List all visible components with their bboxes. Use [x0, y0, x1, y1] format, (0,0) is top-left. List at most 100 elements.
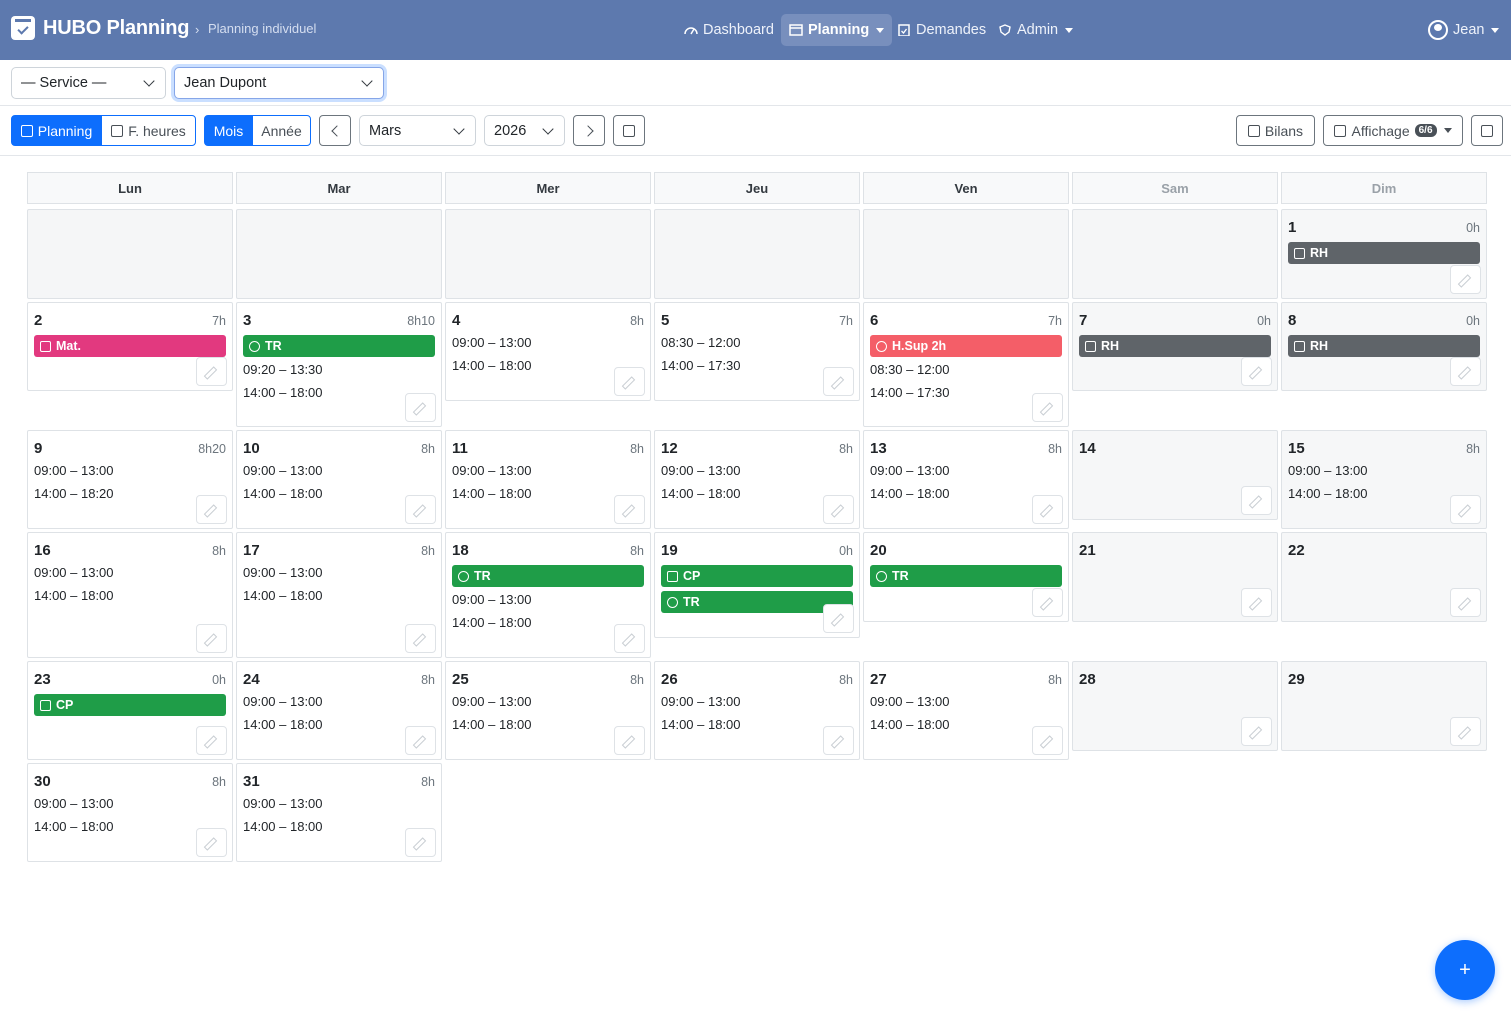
pencil-icon[interactable] [823, 604, 854, 633]
pencil-icon[interactable] [1450, 495, 1481, 524]
calendar-icon [1294, 340, 1305, 352]
pencil-icon[interactable] [1450, 717, 1481, 746]
day-cell[interactable]: 1 0h RH [1281, 209, 1487, 299]
day-cell[interactable]: 5 7h 08:30 – 12:00 14:00 – 17:30 [654, 302, 860, 401]
nav-dashboard[interactable]: Dashboard [676, 14, 782, 46]
pencil-icon[interactable] [196, 828, 227, 857]
day-cell[interactable]: 28 [1072, 661, 1278, 751]
pencil-icon[interactable] [614, 726, 645, 755]
pencil-icon[interactable] [196, 726, 227, 755]
day-cell[interactable]: 31 8h 09:00 – 13:00 14:00 – 18:00 [236, 763, 442, 862]
pencil-icon[interactable] [614, 367, 645, 396]
day-cell[interactable]: 24 8h 09:00 – 13:00 14:00 – 18:00 [236, 661, 442, 760]
pencil-icon[interactable] [405, 726, 436, 755]
day-cell[interactable]: 10 8h 09:00 – 13:00 14:00 – 18:00 [236, 430, 442, 529]
day-cell[interactable]: 7 0h RH [1072, 302, 1278, 391]
pencil-icon[interactable] [1241, 357, 1272, 386]
pencil-icon[interactable] [196, 357, 227, 386]
service-select[interactable]: — Service — [11, 67, 166, 99]
day-cell[interactable]: 29 [1281, 661, 1487, 751]
pencil-icon[interactable] [405, 624, 436, 653]
today-button[interactable] [613, 115, 645, 146]
user-menu[interactable]: Jean [1420, 14, 1507, 46]
calendar-icon [789, 24, 803, 36]
pencil-icon[interactable] [1032, 495, 1063, 524]
view-planning-button[interactable]: Planning [11, 115, 102, 146]
pencil-icon[interactable] [1450, 588, 1481, 617]
employee-select[interactable]: Jean Dupont [174, 67, 384, 99]
pencil-icon[interactable] [196, 624, 227, 653]
day-cell[interactable]: 19 0h CP TR [654, 532, 860, 638]
day-cell[interactable]: 15 8h 09:00 – 13:00 14:00 – 18:00 [1281, 430, 1487, 529]
mode-year-button[interactable]: Année [252, 115, 311, 146]
legend-button[interactable] [1471, 115, 1503, 146]
mode-month-button[interactable]: Mois [204, 115, 253, 146]
pencil-icon[interactable] [1032, 588, 1063, 617]
pencil-icon[interactable] [1032, 726, 1063, 755]
nav-admin[interactable]: Admin [990, 14, 1081, 46]
brand[interactable]: HUBO Planning [11, 16, 189, 40]
pencil-icon[interactable] [1450, 265, 1481, 294]
day-cell[interactable]: 26 8h 09:00 – 13:00 14:00 – 18:00 [654, 661, 860, 760]
event-badge[interactable]: H.Sup 2h [870, 335, 1062, 357]
day-cell[interactable]: 6 7h H.Sup 2h 08:30 – 12:00 14:00 – 17:30 [863, 302, 1069, 427]
pencil-icon[interactable] [405, 393, 436, 422]
pencil-icon[interactable] [823, 495, 854, 524]
day-cell[interactable]: 21 [1072, 532, 1278, 622]
pencil-icon[interactable] [1241, 588, 1272, 617]
day-cell[interactable]: 13 8h 09:00 – 13:00 14:00 – 18:00 [863, 430, 1069, 529]
add-button[interactable]: + [1435, 940, 1495, 1000]
event-badge[interactable]: CP [34, 694, 226, 716]
day-cell[interactable]: 8 0h RH [1281, 302, 1487, 391]
day-cell[interactable]: 25 8h 09:00 – 13:00 14:00 – 18:00 [445, 661, 651, 760]
day-cell[interactable]: 17 8h 09:00 – 13:00 14:00 – 18:00 [236, 532, 442, 658]
day-cell[interactable]: 2 7h Mat. [27, 302, 233, 391]
pencil-icon[interactable] [614, 624, 645, 653]
day-number: 29 [1288, 671, 1305, 688]
event-badge[interactable]: TR [452, 565, 644, 587]
day-cell[interactable]: 23 0h CP [27, 661, 233, 760]
event-badge[interactable]: TR [870, 565, 1062, 587]
pencil-icon[interactable] [196, 495, 227, 524]
event-badge[interactable]: TR [661, 591, 853, 613]
pencil-icon[interactable] [405, 495, 436, 524]
day-cell[interactable]: 30 8h 09:00 – 13:00 14:00 – 18:00 [27, 763, 233, 862]
view-hours-button[interactable]: F. heures [101, 115, 196, 146]
day-cell[interactable]: 16 8h 09:00 – 13:00 14:00 – 18:00 [27, 532, 233, 658]
day-cell[interactable]: 9 8h20 09:00 – 13:00 14:00 – 18:20 [27, 430, 233, 529]
event-badge[interactable]: RH [1288, 335, 1480, 357]
day-cell[interactable]: 27 8h 09:00 – 13:00 14:00 – 18:00 [863, 661, 1069, 760]
day-cell[interactable]: 3 8h10 TR 09:20 – 13:30 14:00 – 18:00 [236, 302, 442, 427]
day-cell[interactable]: 11 8h 09:00 – 13:00 14:00 – 18:00 [445, 430, 651, 529]
pencil-icon[interactable] [1241, 486, 1272, 515]
prev-button[interactable] [319, 115, 351, 146]
pencil-icon[interactable] [823, 367, 854, 396]
bilans-button[interactable]: Bilans [1236, 115, 1315, 146]
day-cell[interactable]: 4 8h 09:00 – 13:00 14:00 – 18:00 [445, 302, 651, 401]
day-cell[interactable]: 22 [1281, 532, 1487, 622]
event-badge[interactable]: TR [243, 335, 435, 357]
pencil-icon[interactable] [1450, 357, 1481, 386]
event-badge[interactable]: CP [661, 565, 853, 587]
day-number: 8 [1288, 312, 1297, 329]
month-select[interactable]: Mars [359, 115, 476, 146]
event-badge[interactable]: Mat. [34, 335, 226, 357]
pencil-icon[interactable] [1032, 393, 1063, 422]
event-badge[interactable]: RH [1079, 335, 1271, 357]
event-badge[interactable]: RH [1288, 242, 1480, 264]
badge-icon [458, 570, 469, 582]
pencil-icon[interactable] [1241, 717, 1272, 746]
nav-planning[interactable]: Planning [781, 14, 893, 46]
affichage-button[interactable]: Affichage 6/6 [1323, 115, 1463, 146]
day-cell[interactable]: 14 [1072, 430, 1278, 520]
day-cell[interactable]: 20 TR [863, 532, 1069, 622]
next-button[interactable] [573, 115, 605, 146]
pencil-icon[interactable] [823, 726, 854, 755]
day-cell[interactable]: 12 8h 09:00 – 13:00 14:00 – 18:00 [654, 430, 860, 529]
pencil-icon[interactable] [614, 495, 645, 524]
pencil-icon[interactable] [405, 828, 436, 857]
nav-demandes[interactable]: Demandes [889, 14, 994, 46]
day-cell[interactable]: 18 8h TR 09:00 – 13:00 14:00 – 18:00 [445, 532, 651, 658]
year-select[interactable]: 2026 [484, 115, 565, 146]
time-slot: 09:00 – 13:00 [1288, 463, 1368, 478]
